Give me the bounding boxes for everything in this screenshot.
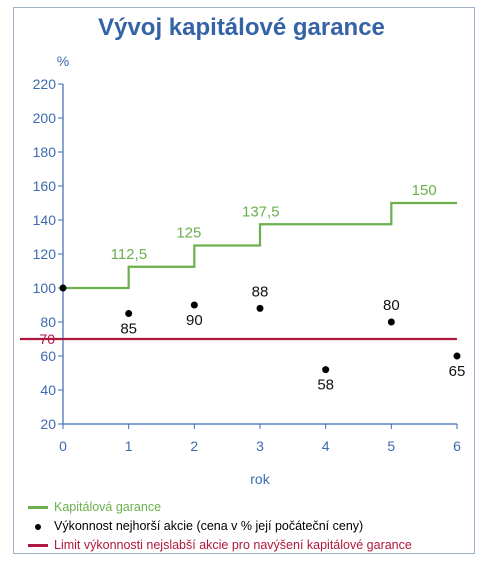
legend-swatch-guarantee <box>28 506 48 510</box>
y-tick-label: 40 <box>40 382 56 398</box>
chart-frame <box>13 7 475 554</box>
legend: Kapitálová garance Výkonnost nejhorší ak… <box>28 498 412 555</box>
x-tick-label: 0 <box>59 438 67 454</box>
legend-swatch-limit <box>28 544 48 548</box>
worst-stock-value-label: 58 <box>317 377 334 394</box>
worst-stock-point <box>59 284 67 292</box>
worst-stock-point <box>322 366 330 374</box>
y-axis-label: % <box>57 53 69 69</box>
x-tick-label: 6 <box>453 438 461 454</box>
worst-stock-point <box>125 310 133 317</box>
worst-stock-point <box>387 318 395 326</box>
worst-stock-point <box>190 301 198 309</box>
y-tick-label: 200 <box>33 110 57 126</box>
worst-stock-point <box>453 352 461 360</box>
x-axis-label: rok <box>250 471 270 487</box>
y-tick-label: 180 <box>33 144 57 160</box>
x-tick-label: 5 <box>387 438 395 454</box>
legend-item-guarantee: Kapitálová garance <box>28 498 412 517</box>
y-tick-label: 120 <box>33 246 57 262</box>
worst-stock-value-label: 65 <box>449 363 466 380</box>
y-tick-label: 20 <box>40 416 56 432</box>
y-tick-label: 160 <box>33 178 57 194</box>
worst-stock-value-label: 90 <box>186 312 203 329</box>
x-tick-label: 4 <box>322 438 330 454</box>
y-tick-label: 220 <box>33 76 57 92</box>
worst-stock-point <box>256 304 264 312</box>
x-tick-label: 2 <box>190 438 198 454</box>
legend-label-limit: Limit výkonnosti nejslabší akcie pro nav… <box>54 538 412 552</box>
worst-stock-value-label: 88 <box>252 283 269 300</box>
legend-label-worst-stock: Výkonnost nejhorší akcie (cena v % její … <box>54 519 364 533</box>
guarantee-value-label: 150 <box>412 182 437 199</box>
guarantee-value-label: 125 <box>176 225 201 242</box>
guarantee-value-label: 112,5 <box>111 246 147 263</box>
y-tick-label: 80 <box>40 314 56 330</box>
legend-marker-worst-stock <box>35 523 41 530</box>
legend-item-worst-stock: Výkonnost nejhorší akcie (cena v % její … <box>28 517 412 536</box>
legend-label-guarantee: Kapitálová garance <box>54 500 162 514</box>
guarantee-value-label: 137,5 <box>242 203 280 220</box>
worst-stock-value-label: 80 <box>383 297 400 314</box>
chart-title: Vývoj kapitálové garance <box>98 14 385 41</box>
x-tick-label: 1 <box>125 438 133 454</box>
y-tick-label: 100 <box>33 280 57 296</box>
legend-item-limit: Limit výkonnosti nejslabší akcie pro nav… <box>28 536 412 555</box>
y-tick-label: 60 <box>40 348 56 364</box>
guarantee-step-line <box>63 201 457 290</box>
worst-stock-value-label: 85 <box>120 321 137 338</box>
x-tick-label: 3 <box>256 438 264 454</box>
y-tick-label: 140 <box>33 212 57 228</box>
